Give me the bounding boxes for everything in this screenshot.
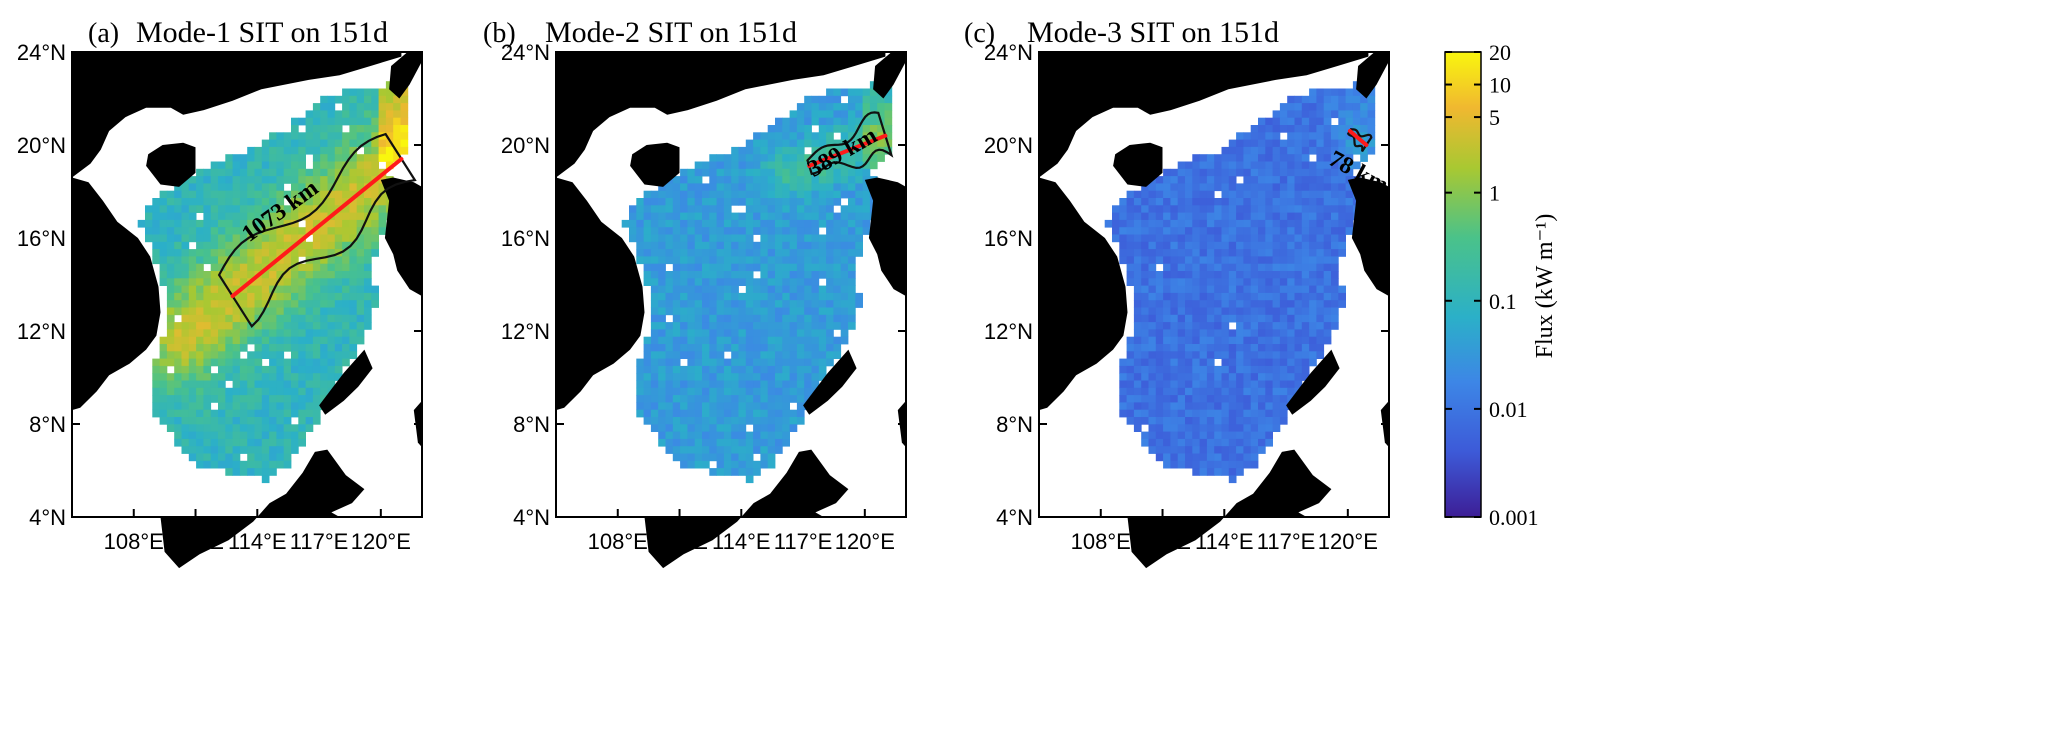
map-frame	[1038, 51, 1390, 518]
colorbar-tick-label: 20	[1489, 40, 1511, 65]
colorbar-tick-label: 0.1	[1489, 289, 1517, 314]
lon-tick-label: 108°E	[588, 529, 648, 554]
lon-tick-label: 120°E	[835, 529, 895, 554]
lat-tick-label: 4°N	[513, 505, 550, 530]
flux-contours	[806, 111, 894, 176]
lat-tick-label: 12°N	[501, 319, 550, 344]
panel-label: (a)	[88, 18, 119, 49]
lon-tick-label: 117°E	[290, 529, 349, 554]
lat-tick-label: 20°N	[984, 133, 1033, 158]
lon-tick-label: 120°E	[1318, 529, 1378, 554]
colorbar-tick-label: 1	[1489, 181, 1500, 206]
map-area: 78 km	[1038, 51, 1393, 569]
lat-tick-label: 4°N	[996, 505, 1033, 530]
flux-field	[621, 81, 893, 484]
colorbar: 20 10 5 1 0.1 0.01 0.001 Flux (kW m⁻¹)	[1444, 40, 1558, 530]
flux-field	[1104, 81, 1376, 484]
lon-tick-label: 108°E	[1071, 529, 1131, 554]
colorbar-gradient	[1444, 51, 1482, 518]
lat-tick-label: 24°N	[501, 40, 550, 65]
lon-tick-label: 120°E	[351, 529, 411, 554]
lon-tick-label: 111°E	[1134, 529, 1191, 554]
propagation-line	[1347, 129, 1369, 147]
panel-label: (c)	[964, 18, 995, 49]
panel-title: Mode-1 SIT on 151d	[136, 16, 388, 49]
lat-tick-label: 8°N	[29, 412, 66, 437]
lon-tick-label: 108°E	[104, 529, 164, 554]
panel-title: Mode-3 SIT on 151d	[1027, 16, 1279, 49]
lat-tick-label: 4°N	[29, 505, 66, 530]
lat-tick-label: 8°N	[996, 412, 1033, 437]
lon-tick-label: 117°E	[1257, 529, 1316, 554]
lat-tick-label: 20°N	[17, 133, 66, 158]
lat-tick-label: 20°N	[501, 133, 550, 158]
colorbar-tick-label: 5	[1489, 105, 1500, 130]
propagation-line	[230, 157, 404, 299]
lon-tick-label: 117°E	[774, 529, 833, 554]
lon-tick-label: 114°E	[1195, 529, 1254, 554]
land-mask	[556, 52, 906, 569]
panel-title: Mode-2 SIT on 151d	[545, 16, 797, 49]
flux-contours	[1346, 128, 1373, 153]
colorbar-tick-label: 0.01	[1489, 397, 1528, 422]
lat-tick-label: 12°N	[17, 319, 66, 344]
lat-tick-label: 24°N	[17, 40, 66, 65]
flux-contours	[217, 132, 417, 329]
lat-tick-label: 24°N	[984, 40, 1033, 65]
lat-tick-label: 16°N	[501, 226, 550, 251]
map-frame	[555, 51, 907, 518]
lat-tick-label: 16°N	[984, 226, 1033, 251]
lon-tick-label: 111°E	[651, 529, 708, 554]
lat-tick-label: 8°N	[513, 412, 550, 437]
map-area: 1073 km	[71, 51, 423, 569]
lon-tick-label: 111°E	[167, 529, 224, 554]
map-frame	[71, 51, 423, 518]
colorbar-label: Flux (kW m⁻¹)	[1532, 214, 1558, 359]
propagation-line	[807, 133, 888, 168]
lat-tick-label: 12°N	[984, 319, 1033, 344]
map-area: 389 km	[555, 51, 907, 569]
lat-tick-label: 16°N	[17, 226, 66, 251]
land-mask	[1039, 52, 1389, 569]
lon-tick-label: 114°E	[228, 529, 287, 554]
land-mask	[72, 52, 422, 569]
lon-tick-label: 114°E	[712, 529, 771, 554]
colorbar-tick-label: 0.001	[1489, 505, 1539, 530]
colorbar-tick-label: 10	[1489, 73, 1511, 98]
colorbar-ticks: 20 10 5 1 0.1 0.01 0.001	[1445, 40, 1539, 530]
panel-label: (b)	[483, 18, 516, 49]
